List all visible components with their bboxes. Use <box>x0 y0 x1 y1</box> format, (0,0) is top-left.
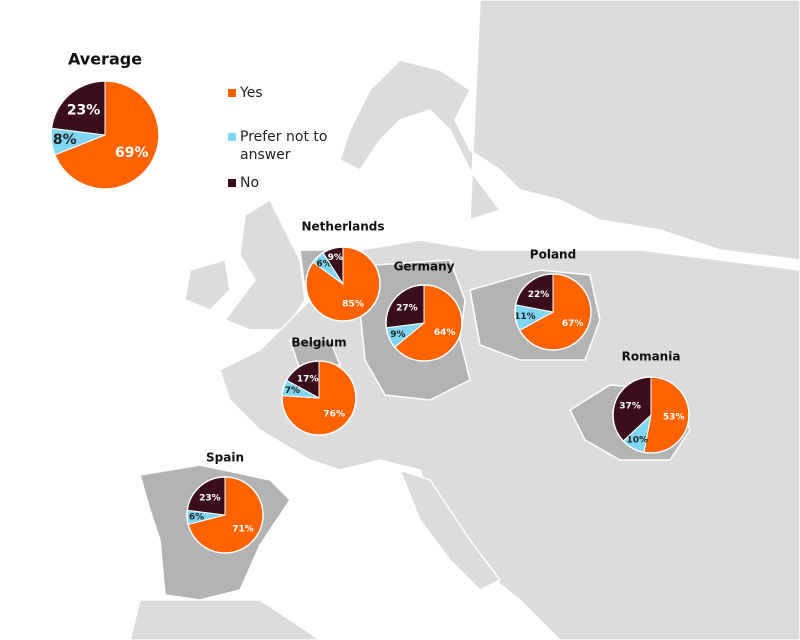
pie-chart: Poland 67% 11% 22% <box>514 248 592 351</box>
slice-label: 6% <box>316 259 331 269</box>
slice-label: 6% <box>189 512 204 522</box>
slice-label: 22% <box>528 290 550 300</box>
pie-chart: Germany 64% 9% 27% <box>385 260 463 362</box>
slice-label: 17% <box>297 374 319 384</box>
slice-label: 76% <box>323 410 345 420</box>
pie-title: Romania <box>622 350 681 364</box>
pie-outline <box>514 273 592 351</box>
slice-label: 64% <box>434 328 456 338</box>
pie-outline <box>50 80 160 190</box>
legend-swatch <box>228 179 236 187</box>
legend-item: Prefer not to answer <box>228 128 350 164</box>
slice-label: 10% <box>626 435 648 445</box>
slice-label: 53% <box>663 413 685 423</box>
pie-outline <box>186 476 264 554</box>
legend-item: No <box>228 174 350 192</box>
slice-label: 23% <box>67 103 101 119</box>
pie-outline <box>305 246 381 322</box>
pie-chart: Romania 53% 10% 37% <box>612 350 690 454</box>
pie-chart: Average 69% 8% 23% <box>50 50 160 190</box>
legend-swatch <box>228 133 236 141</box>
pie-chart: Spain 71% 6% 23% <box>186 451 264 554</box>
slice-label: 27% <box>396 303 418 313</box>
slice-label: 67% <box>562 319 584 329</box>
pie-title: Spain <box>206 451 244 465</box>
pie-outline <box>612 376 690 454</box>
pie-chart: Netherlands 85% 6%9% <box>301 220 385 322</box>
slice-label: 8% <box>53 132 77 148</box>
slice-label: 69% <box>115 145 149 161</box>
slice-label: 23% <box>199 493 221 503</box>
legend-item: Yes <box>228 84 350 102</box>
pie-title: Belgium <box>291 336 346 350</box>
legend-label: Prefer not to answer <box>240 129 328 163</box>
pie-charts: Average69%8%23%Netherlands85%6%9%Germany… <box>50 50 690 554</box>
legend-label: No <box>240 175 260 191</box>
slice-label: 9% <box>328 253 343 263</box>
pie-outline <box>281 360 357 436</box>
slice-label: 11% <box>514 312 536 322</box>
pie-title: Germany <box>394 260 455 274</box>
slice-label: 9% <box>390 330 405 340</box>
pie-outline <box>385 284 463 362</box>
slice-label: 85% <box>342 299 364 309</box>
slice-label: 71% <box>232 524 254 534</box>
slice-label: 7% <box>285 386 300 396</box>
pie-title: Netherlands <box>301 220 384 234</box>
pie-title: Average <box>68 50 142 69</box>
pie-chart: Belgium 76% 7% 17% <box>281 336 357 436</box>
pie-title: Poland <box>530 248 576 262</box>
slice-label: 37% <box>619 401 641 411</box>
legend-swatch <box>228 89 236 97</box>
legend-label: Yes <box>240 85 263 101</box>
